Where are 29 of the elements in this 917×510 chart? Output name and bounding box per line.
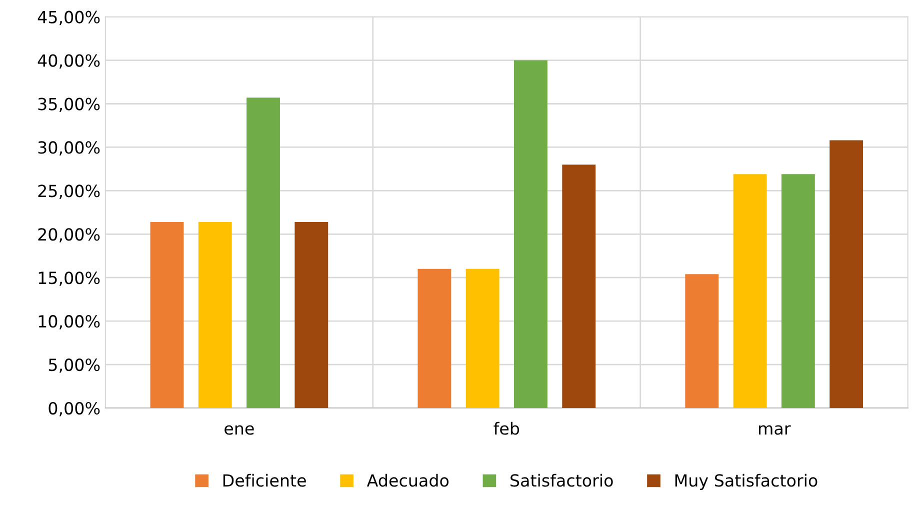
y-tick-label: 20,00% [38,228,100,242]
bar [562,164,596,408]
y-tick-label: 10,00% [38,315,100,330]
bar [198,222,232,408]
bar [830,140,864,408]
y-tick-label: 0,00% [48,402,100,416]
y-tick-label: 40,00% [38,54,100,69]
y-tick-label: 5,00% [48,358,100,373]
x-tick-label: mar [758,425,791,435]
legend-label: Satisfactorio [510,474,613,487]
bar [466,268,500,408]
legend-label: Muy Satisfactorio [675,474,818,490]
bar [246,98,280,408]
y-tick-label: 25,00% [38,184,100,199]
bar [781,174,815,408]
y-tick-label: 35,00% [38,98,100,112]
y-tick-label: 30,00% [38,141,100,156]
x-tick-label: feb [494,422,520,435]
bar [514,60,548,408]
bar [733,174,767,408]
y-tick-label: 15,00% [38,272,100,286]
x-tick-label: ene [224,425,254,435]
legend-label: Deficiente [223,474,306,487]
bar [294,222,328,408]
bar [418,268,452,408]
bar [685,274,719,408]
y-tick-label: 45,00% [38,10,100,26]
bar [150,222,184,408]
legend-label: Adecuado [366,474,449,487]
